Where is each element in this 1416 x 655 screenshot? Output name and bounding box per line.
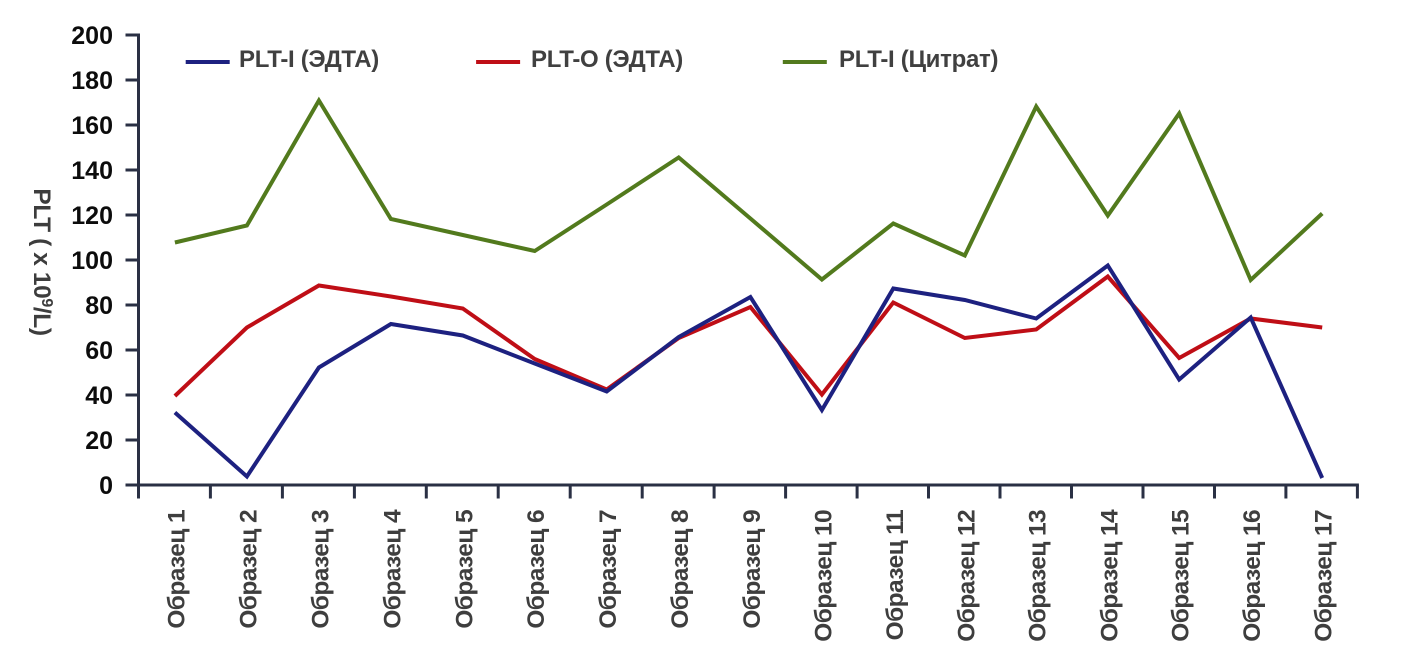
svg-text:0: 0 [99, 472, 113, 500]
svg-text:60: 60 [85, 337, 113, 365]
svg-text:Образец 10: Образец 10 [810, 510, 837, 642]
svg-text:Образец 17: Образец 17 [1311, 510, 1338, 642]
svg-text:Образец 9: Образец 9 [739, 510, 766, 629]
svg-text:200: 200 [71, 22, 113, 50]
svg-text:120: 120 [71, 202, 113, 230]
svg-text:PLT ( x 109/L): PLT ( x 109/L) [28, 188, 56, 335]
svg-text:Образец 5: Образец 5 [451, 510, 478, 629]
svg-text:Образец 6: Образец 6 [523, 510, 550, 629]
svg-text:100: 100 [71, 247, 113, 275]
svg-text:PLT-I (Цитрат): PLT-I (Цитрат) [839, 46, 998, 73]
svg-text:Образец 16: Образец 16 [1239, 510, 1266, 642]
svg-text:160: 160 [71, 112, 113, 140]
svg-text:Образец 14: Образец 14 [1096, 509, 1123, 642]
svg-text:80: 80 [85, 292, 113, 320]
svg-text:Образец 15: Образец 15 [1168, 510, 1195, 642]
svg-text:Образец 11: Образец 11 [882, 510, 909, 640]
svg-text:Образец 13: Образец 13 [1025, 510, 1052, 642]
svg-text:180: 180 [71, 67, 113, 95]
svg-text:Образец 1: Образец 1 [163, 510, 190, 629]
svg-text:Образец 8: Образец 8 [667, 510, 694, 629]
svg-text:Образец 3: Образец 3 [307, 510, 334, 629]
svg-text:PLT-O (ЭДТА): PLT-O (ЭДТА) [531, 46, 683, 73]
svg-text:Образец 4: Образец 4 [379, 509, 406, 629]
svg-text:20: 20 [85, 427, 113, 455]
svg-text:PLT-I (ЭДТА): PLT-I (ЭДТА) [239, 46, 379, 73]
svg-text:Образец 12: Образец 12 [953, 510, 980, 642]
svg-text:140: 140 [71, 157, 113, 185]
svg-text:Образец 2: Образец 2 [235, 510, 262, 629]
svg-text:Образец 7: Образец 7 [595, 510, 622, 629]
svg-text:40: 40 [85, 382, 113, 410]
